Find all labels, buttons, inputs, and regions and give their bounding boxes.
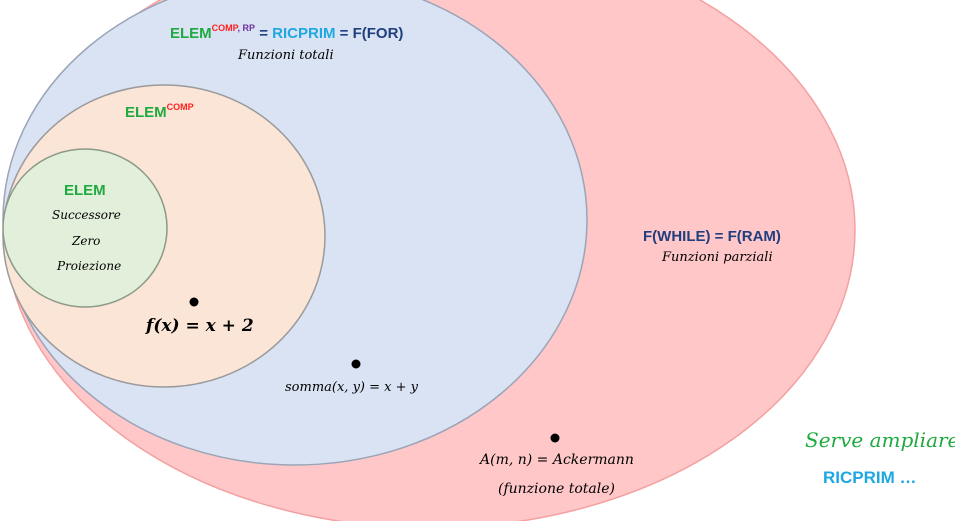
elem-item-proiezione: Proiezione [57,259,122,273]
somma-label: somma(x, y) = x + y [285,380,418,395]
somma-point [351,359,361,369]
ricprim-sup-comp: COMP [211,23,238,33]
elem-item-successore: Successore [52,208,121,222]
ricprim-name: RICPRIM [272,25,336,42]
elem-set-title: ELEM [64,182,106,199]
fwhile-set-title: F(WHILE) = F(RAM) [643,228,781,245]
ackermann-label: A(m, n) = Ackermann [480,452,634,468]
ricprim-set-title: ELEMCOMP, RP = RICPRIM = F(FOR) [170,23,404,43]
elemcomp-sup-comp: COMP [166,102,194,112]
ricprim-sup-rp: RP [242,23,256,33]
elemcomp-elem-text: ELEM [125,104,167,121]
ricprim-eq1: = [255,25,273,42]
ricprim-eq2: = F(FOR) [335,25,404,42]
fx-label: f(x) = x + 2 [146,316,254,336]
ricprim-sup-sep: , [237,23,243,33]
fx-point [189,297,199,307]
ricprim-set-subtitle: Funzioni totali [238,48,334,63]
elem-item-zero: Zero [72,234,101,248]
ricprim-elem-text: ELEM [170,25,212,42]
note-line1: Serve ampliare [805,428,955,452]
fwhile-set-subtitle: Funzioni parziali [662,250,773,265]
ackermann-note: (funzione totale) [498,481,615,497]
ackermann-point [550,433,560,443]
elemcomp-set-title: ELEMCOMP [125,102,194,122]
note-line2: RICPRIM … [823,468,917,487]
elem-set-ellipse [2,148,168,308]
